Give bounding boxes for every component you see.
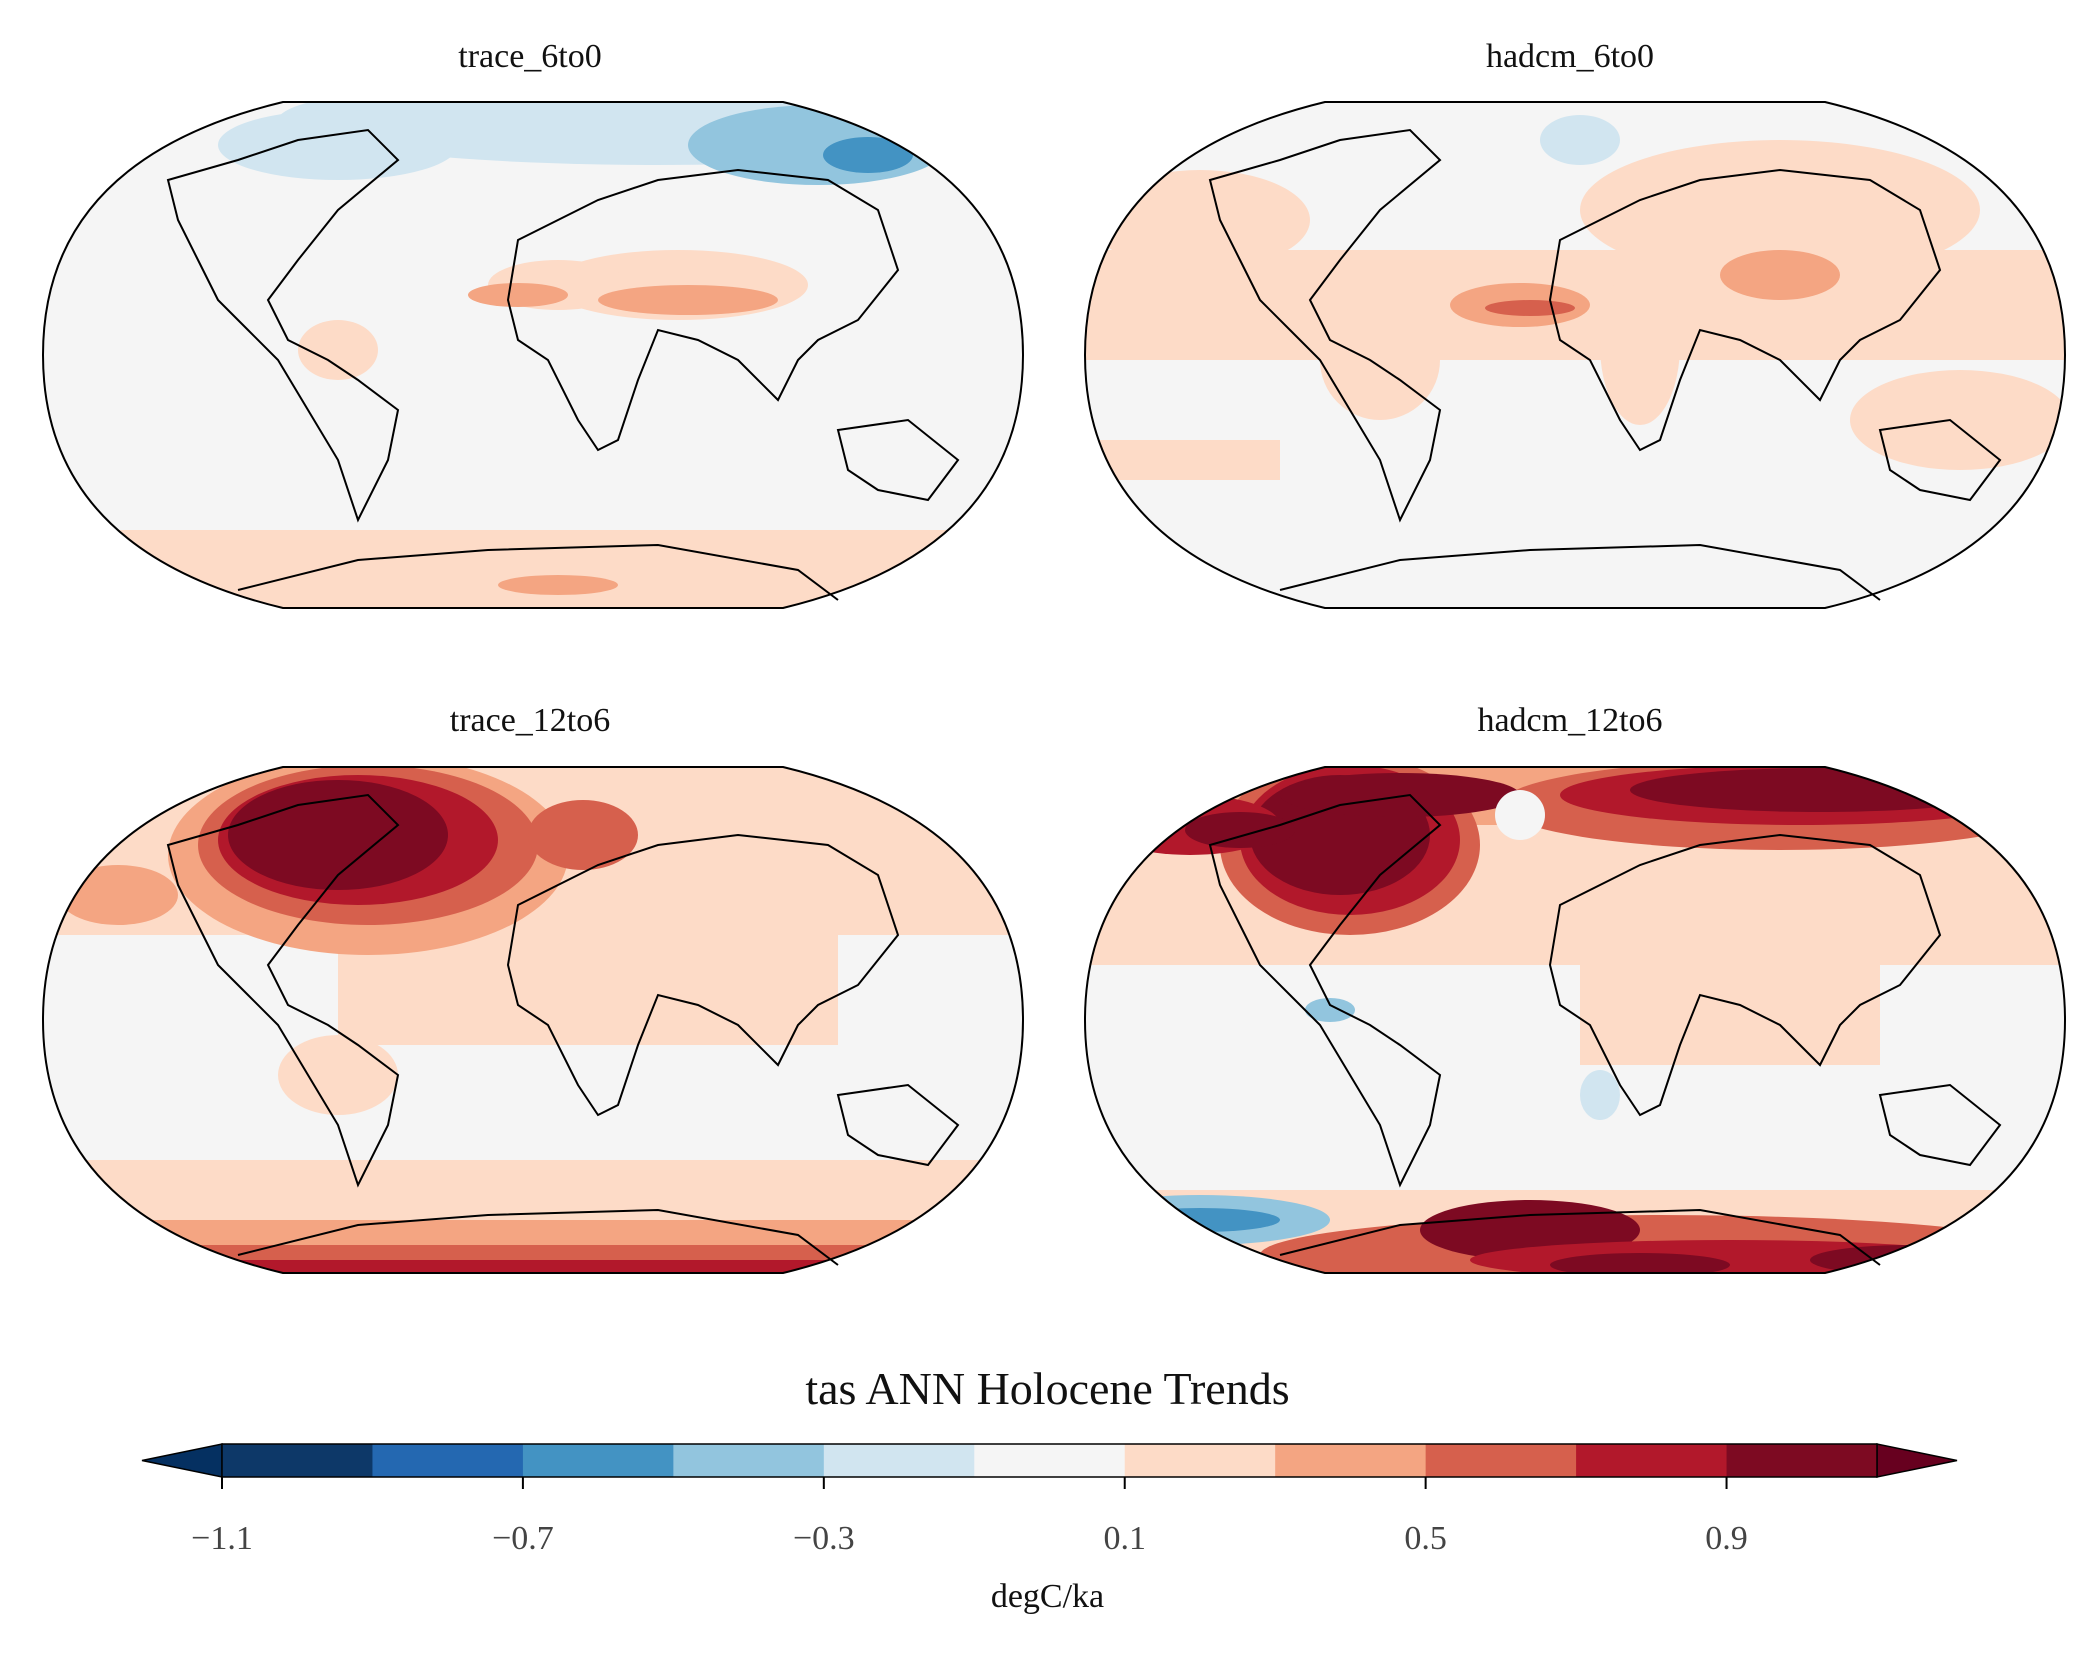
- colorbar-segment: [222, 1444, 373, 1477]
- colorbar-unit-label: degC/ka: [990, 1578, 1105, 1615]
- panel-title-trace-6to0: trace_6to0: [458, 38, 602, 75]
- colorbar-tick-label: 0.1: [1103, 1520, 1146, 1557]
- map-hadcm-12to6: [1083, 766, 2067, 1274]
- colorbar-segment: [1275, 1444, 1427, 1477]
- colorbar-frame: [221, 1443, 1878, 1478]
- map-hadcm-6to0: [1083, 101, 2067, 609]
- colorbar-extend-low: [141, 1443, 223, 1478]
- colorbar-extend-high: [1876, 1443, 1958, 1478]
- colorbar-segment: [1425, 1444, 1577, 1477]
- panel-title-trace-12to6: trace_12to6: [449, 702, 611, 739]
- colorbar-title: tas ANN Holocene Trends: [805, 1363, 1290, 1414]
- colorbar-segment: [1576, 1444, 1728, 1477]
- colorbar-tick-label: 0.9: [1705, 1520, 1748, 1557]
- colorbar-tick-label: −0.7: [492, 1520, 554, 1557]
- colorbar-segment: [372, 1444, 524, 1477]
- colorbar-segment: [1124, 1444, 1276, 1477]
- colorbar-segment: [974, 1444, 1126, 1477]
- map-trace-6to0: [41, 101, 1025, 609]
- colorbar-segment: [522, 1444, 674, 1477]
- colorbar-tick-label: 0.5: [1404, 1520, 1447, 1557]
- panel-title-hadcm-6to0: hadcm_6to0: [1485, 38, 1655, 75]
- colorbar: [141, 1443, 1958, 1489]
- colorbar-tick-label: −1.1: [191, 1520, 253, 1557]
- colorbar-segment: [823, 1444, 975, 1477]
- panel-title-hadcm-12to6: hadcm_12to6: [1477, 702, 1663, 739]
- colorbar-tick-label: −0.3: [792, 1520, 855, 1557]
- colorbar-segment: [673, 1444, 825, 1477]
- map-trace-12to6: [41, 766, 1025, 1274]
- colorbar-segment: [1726, 1444, 1878, 1477]
